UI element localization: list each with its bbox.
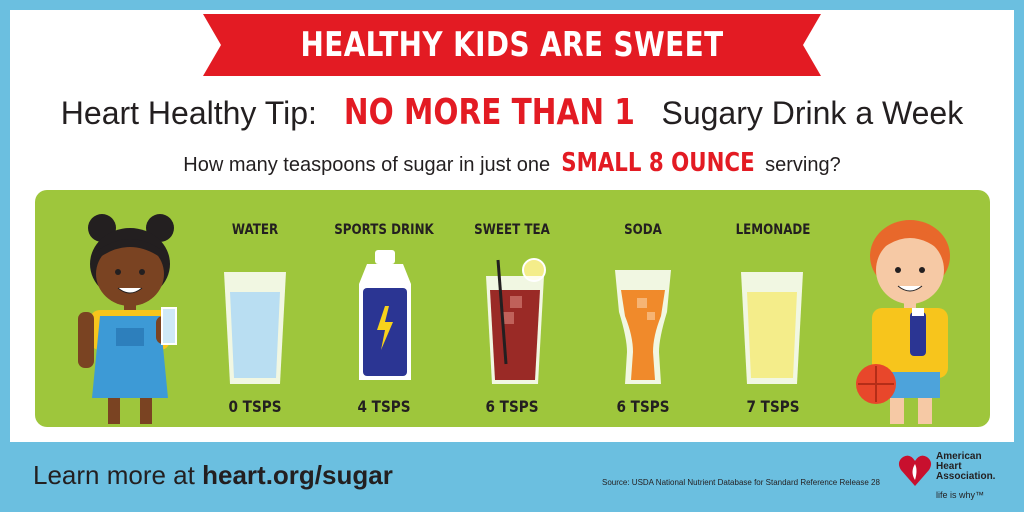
question-suffix: serving? bbox=[765, 154, 841, 176]
sweet-tea-glass-icon bbox=[486, 258, 546, 384]
aha-line2: Heart bbox=[936, 461, 962, 472]
heart-torch-icon bbox=[898, 455, 932, 486]
ribbon-shape bbox=[203, 14, 821, 76]
question-prefix: How many teaspoons of sugar in just one bbox=[183, 154, 551, 176]
drink-tsps-water: 0 TSPS bbox=[228, 397, 282, 416]
drink-label-soda: SODA bbox=[624, 222, 662, 238]
serving-question: How many teaspoons of sugar in just one … bbox=[0, 148, 1024, 178]
aha-logo: American Heart Association. life is why™ bbox=[898, 446, 1018, 506]
water-glass-icon bbox=[224, 272, 286, 384]
banner-title: HEALTHY KIDS ARE SWEET ENOUGH bbox=[300, 25, 724, 127]
drink-label-lemonade: LEMONADE bbox=[735, 222, 811, 238]
soda-glass-icon bbox=[615, 270, 671, 384]
drink-label-sports-drink: SPORTS DRINK bbox=[334, 222, 434, 238]
tip-highlight: NO MORE THAN 1 bbox=[343, 92, 635, 133]
aha-line1: American bbox=[936, 451, 982, 462]
lemonade-glass-icon bbox=[741, 272, 803, 384]
aha-tagline: life is why™ bbox=[936, 490, 985, 500]
learn-more-text: Learn more at heart.org/sugar bbox=[33, 460, 393, 491]
aha-wordmark: American Heart Association. bbox=[936, 452, 995, 482]
sports-drink-bottle-icon bbox=[359, 250, 411, 380]
learn-more-link[interactable]: heart.org/sugar bbox=[202, 460, 393, 490]
drink-tsps-sports-drink: 4 TSPS bbox=[357, 397, 411, 416]
tip-suffix: Sugary Drink a Week bbox=[661, 95, 964, 131]
source-citation: Source: USDA National Nutrient Database … bbox=[602, 478, 880, 487]
drink-label-sweet-tea: SWEET TEA bbox=[474, 222, 550, 238]
drink-tsps-lemonade: 7 TSPS bbox=[746, 397, 800, 416]
title-banner: HEALTHY KIDS ARE SWEET ENOUGH bbox=[203, 14, 821, 127]
question-highlight: SMALL 8 OUNCE bbox=[560, 148, 755, 178]
girl-illustration bbox=[78, 214, 177, 424]
drink-label-water: WATER bbox=[231, 222, 279, 238]
tip-prefix: Heart Healthy Tip: bbox=[60, 95, 317, 131]
aha-line3: Association. bbox=[936, 471, 996, 482]
boy-illustration bbox=[856, 220, 950, 424]
drink-tsps-sweet-tea: 6 TSPS bbox=[485, 397, 539, 416]
drink-tsps-soda: 6 TSPS bbox=[616, 397, 670, 416]
heart-healthy-tip: Heart Healthy Tip: NO MORE THAN 1 Sugary… bbox=[0, 92, 1024, 133]
learn-more-prefix: Learn more at bbox=[33, 460, 195, 490]
